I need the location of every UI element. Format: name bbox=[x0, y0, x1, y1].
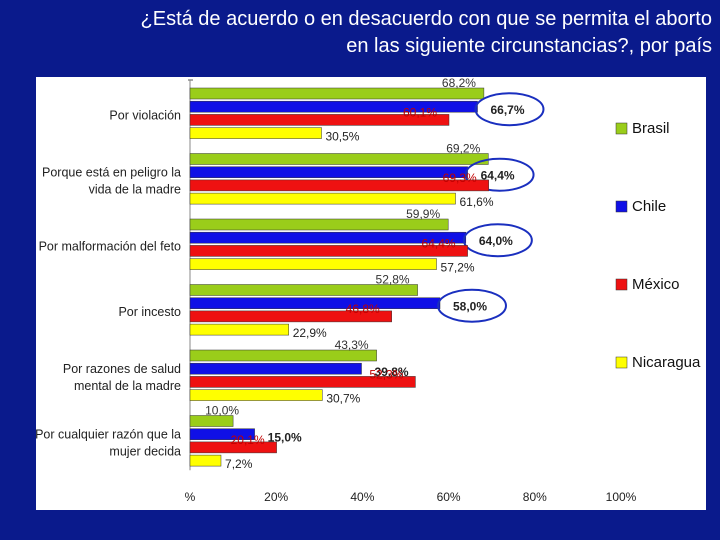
x-tick-label: 100% bbox=[606, 490, 637, 504]
category-label: mental de la madre bbox=[74, 379, 181, 393]
x-tick-label: 20% bbox=[264, 490, 288, 504]
bar-méxico-1 bbox=[189, 179, 489, 192]
bar-chile-3 bbox=[189, 297, 441, 309]
bar-chile-2 bbox=[189, 231, 467, 244]
title-line-1: ¿Está de acuerdo o en desacuerdo con que… bbox=[140, 8, 712, 30]
category-label: Por incesto bbox=[118, 305, 181, 319]
legend-swatch-méxico bbox=[615, 278, 628, 291]
data-label-brasil-5: 10,0% bbox=[205, 404, 239, 418]
category-label: mujer decida bbox=[109, 444, 181, 458]
bar-brasil-5 bbox=[189, 415, 234, 427]
bar-nicaragua-1 bbox=[189, 192, 456, 205]
data-label-méxico-2: 64,4% bbox=[422, 236, 456, 250]
data-label-brasil-1: 69,2% bbox=[446, 142, 480, 156]
chart-panel: Por violación Porque está en peligro la vi… bbox=[36, 77, 706, 510]
x-tick-label: 40% bbox=[350, 490, 374, 504]
data-label-nicaragua-0: 30,5% bbox=[325, 130, 359, 144]
data-label-nicaragua-3: 22,9% bbox=[293, 326, 327, 340]
data-label-chile-1: 64,4% bbox=[481, 169, 515, 183]
data-label-chile-4: 39,8% bbox=[375, 365, 409, 379]
bar-méxico-0 bbox=[189, 114, 450, 126]
bar-brasil-3 bbox=[189, 284, 418, 296]
category-label: Por razones de salud bbox=[63, 362, 181, 376]
data-label-nicaragua-4: 30,7% bbox=[326, 392, 360, 406]
x-tick-label: 60% bbox=[437, 490, 461, 504]
bar-nicaragua-5 bbox=[189, 454, 222, 467]
bar-nicaragua-4 bbox=[189, 389, 323, 401]
legend-label-méxico: México bbox=[632, 276, 680, 293]
bar-brasil-0 bbox=[189, 87, 485, 100]
data-label-méxico-0: 60,1% bbox=[403, 105, 437, 119]
data-label-brasil-2: 59,9% bbox=[406, 207, 440, 221]
data-label-méxico-4: 52,3% bbox=[369, 367, 403, 381]
legend-swatch-brasil bbox=[615, 122, 628, 135]
data-label-méxico-3: 46,8% bbox=[346, 302, 380, 316]
category-label: Porque está en peligro la bbox=[42, 165, 181, 179]
data-label-brasil-0: 68,2% bbox=[442, 77, 476, 90]
x-tick-label: % bbox=[185, 490, 196, 504]
bar-méxico-5 bbox=[189, 441, 277, 454]
category-label: Por malformación del feto bbox=[39, 239, 181, 253]
data-label-nicaragua-1: 61,6% bbox=[459, 195, 493, 209]
highlight-ellipse bbox=[464, 157, 535, 192]
bar-brasil-1 bbox=[189, 153, 489, 165]
legend-label-chile: Chile bbox=[632, 198, 666, 215]
data-label-chile-0: 66,7% bbox=[490, 103, 524, 117]
legend-swatch-chile bbox=[615, 200, 628, 213]
highlight-ellipse bbox=[462, 223, 533, 258]
bar-chile-0 bbox=[189, 100, 478, 113]
bar-nicaragua-0 bbox=[189, 127, 322, 139]
highlight-ellipse bbox=[436, 288, 507, 323]
data-label-brasil-4: 43,3% bbox=[335, 338, 369, 352]
bar-brasil-2 bbox=[189, 218, 449, 231]
data-label-chile-5: 15,0% bbox=[268, 431, 302, 445]
category-label: Por violación bbox=[109, 108, 181, 122]
legend-label-brasil: Brasil bbox=[632, 120, 670, 137]
data-label-méxico-1: 69,3% bbox=[443, 171, 477, 185]
highlight-ellipse bbox=[474, 92, 545, 127]
data-label-brasil-3: 52,8% bbox=[376, 273, 410, 287]
bar-chart: Por violación Porque está en peligro la vi… bbox=[36, 77, 701, 504]
data-label-méxico-5: 20,1% bbox=[231, 433, 265, 447]
bar-nicaragua-2 bbox=[189, 258, 437, 270]
data-label-chile-3: 58,0% bbox=[453, 300, 487, 314]
bar-chile-1 bbox=[189, 166, 468, 178]
category-label: Por cualquier razón que la bbox=[36, 427, 181, 441]
title-line-2: en las siguiente circunstancias?, por pa… bbox=[346, 35, 712, 57]
bar-nicaragua-3 bbox=[189, 323, 289, 336]
bar-brasil-4 bbox=[189, 349, 377, 362]
bar-méxico-2 bbox=[189, 245, 468, 257]
legend-label-nicaragua: Nicaragua bbox=[632, 354, 701, 371]
slide-title: ¿Está de acuerdo o en desacuerdo con que… bbox=[12, 6, 712, 60]
data-label-chile-2: 64,0% bbox=[479, 234, 513, 248]
data-label-nicaragua-2: 57,2% bbox=[441, 261, 475, 275]
legend-swatch-nicaragua bbox=[615, 356, 628, 369]
bar-méxico-3 bbox=[189, 310, 392, 323]
bar-méxico-4 bbox=[189, 376, 416, 388]
bar-chile-4 bbox=[189, 362, 362, 375]
x-tick-label: 80% bbox=[523, 490, 547, 504]
category-label: vida de la madre bbox=[89, 182, 181, 196]
data-label-nicaragua-5: 7,2% bbox=[225, 457, 253, 471]
bar-chile-5 bbox=[189, 428, 255, 440]
